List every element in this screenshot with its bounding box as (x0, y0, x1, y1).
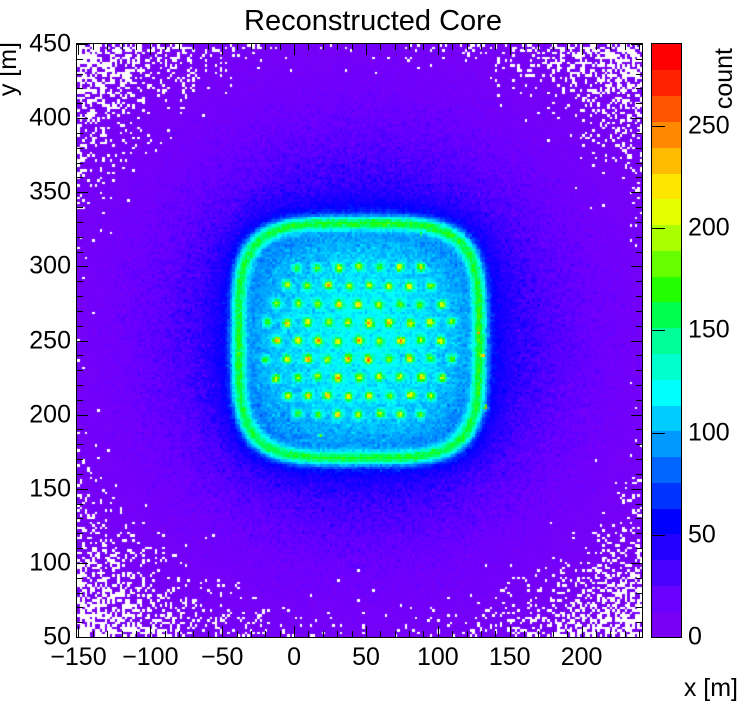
colorbar-band (652, 198, 681, 226)
x-tick-label: −50 (200, 643, 244, 671)
colorbar-band (652, 276, 681, 303)
colorbar-tick-label: 0 (688, 622, 702, 651)
colorbar-band (652, 69, 681, 97)
colorbar-band (652, 172, 681, 200)
colorbar-band (652, 147, 681, 174)
y-tick-label: 350 (29, 177, 71, 206)
y-tick-label: 450 (29, 29, 71, 58)
x-tick-label: 150 (488, 643, 531, 671)
colorbar-band (652, 301, 681, 329)
colorbar-band (652, 559, 681, 587)
y-tick-label: 250 (29, 326, 71, 354)
colorbar-tick-label: 200 (688, 213, 730, 242)
y-tick-right (631, 637, 642, 638)
colorbar-band (652, 482, 681, 509)
page-title: Reconstructed Core (244, 5, 502, 37)
y-tick-label: 200 (29, 400, 71, 429)
colorbar-band (652, 430, 681, 458)
colorbar-tick (651, 535, 665, 536)
colorbar-band (652, 327, 681, 354)
y-tick-label: 300 (29, 251, 71, 280)
colorbar[interactable] (651, 43, 682, 638)
colorbar-tick-label: 150 (688, 315, 730, 344)
y-tick-label: 100 (29, 548, 71, 577)
colorbar-band (652, 95, 681, 122)
y-tick-label: 400 (29, 103, 71, 132)
x-tick-label: 50 (352, 643, 380, 671)
y-tick-label: 150 (29, 474, 71, 503)
colorbar-tick (651, 330, 665, 331)
colorbar-tick-label: 50 (688, 520, 716, 549)
x-tick-label: −150 (50, 643, 107, 671)
colorbar-band (652, 250, 681, 277)
y-tick (77, 637, 88, 638)
x-tick-label: 200 (560, 643, 603, 671)
colorbar-band (652, 508, 681, 535)
x-tick-label: −100 (122, 643, 179, 671)
colorbar-tick-label: 100 (688, 418, 730, 447)
x-tick-label: 100 (416, 643, 459, 671)
y-tick-label: 50 (43, 622, 71, 651)
colorbar-band (652, 379, 681, 406)
colorbar-band (652, 456, 681, 483)
colorbar-tick (651, 228, 665, 229)
colorbar-title: count (710, 48, 738, 110)
colorbar-band (652, 121, 681, 148)
x-tick-label: 0 (287, 643, 302, 671)
y-axis-title: y [m] (0, 42, 22, 96)
colorbar-tick (651, 126, 665, 127)
heatmap-canvas[interactable] (77, 44, 642, 637)
x-axis-title: x [m] (683, 674, 738, 702)
colorbar-tick (651, 433, 665, 434)
colorbar-band (652, 533, 681, 561)
colorbar-band (652, 404, 681, 432)
plot-area[interactable] (76, 43, 643, 638)
colorbar-tick-label: 250 (688, 111, 730, 140)
colorbar-band (652, 353, 681, 380)
colorbar-band (652, 44, 681, 71)
colorbar-band (652, 585, 681, 612)
colorbar-band (652, 611, 681, 637)
